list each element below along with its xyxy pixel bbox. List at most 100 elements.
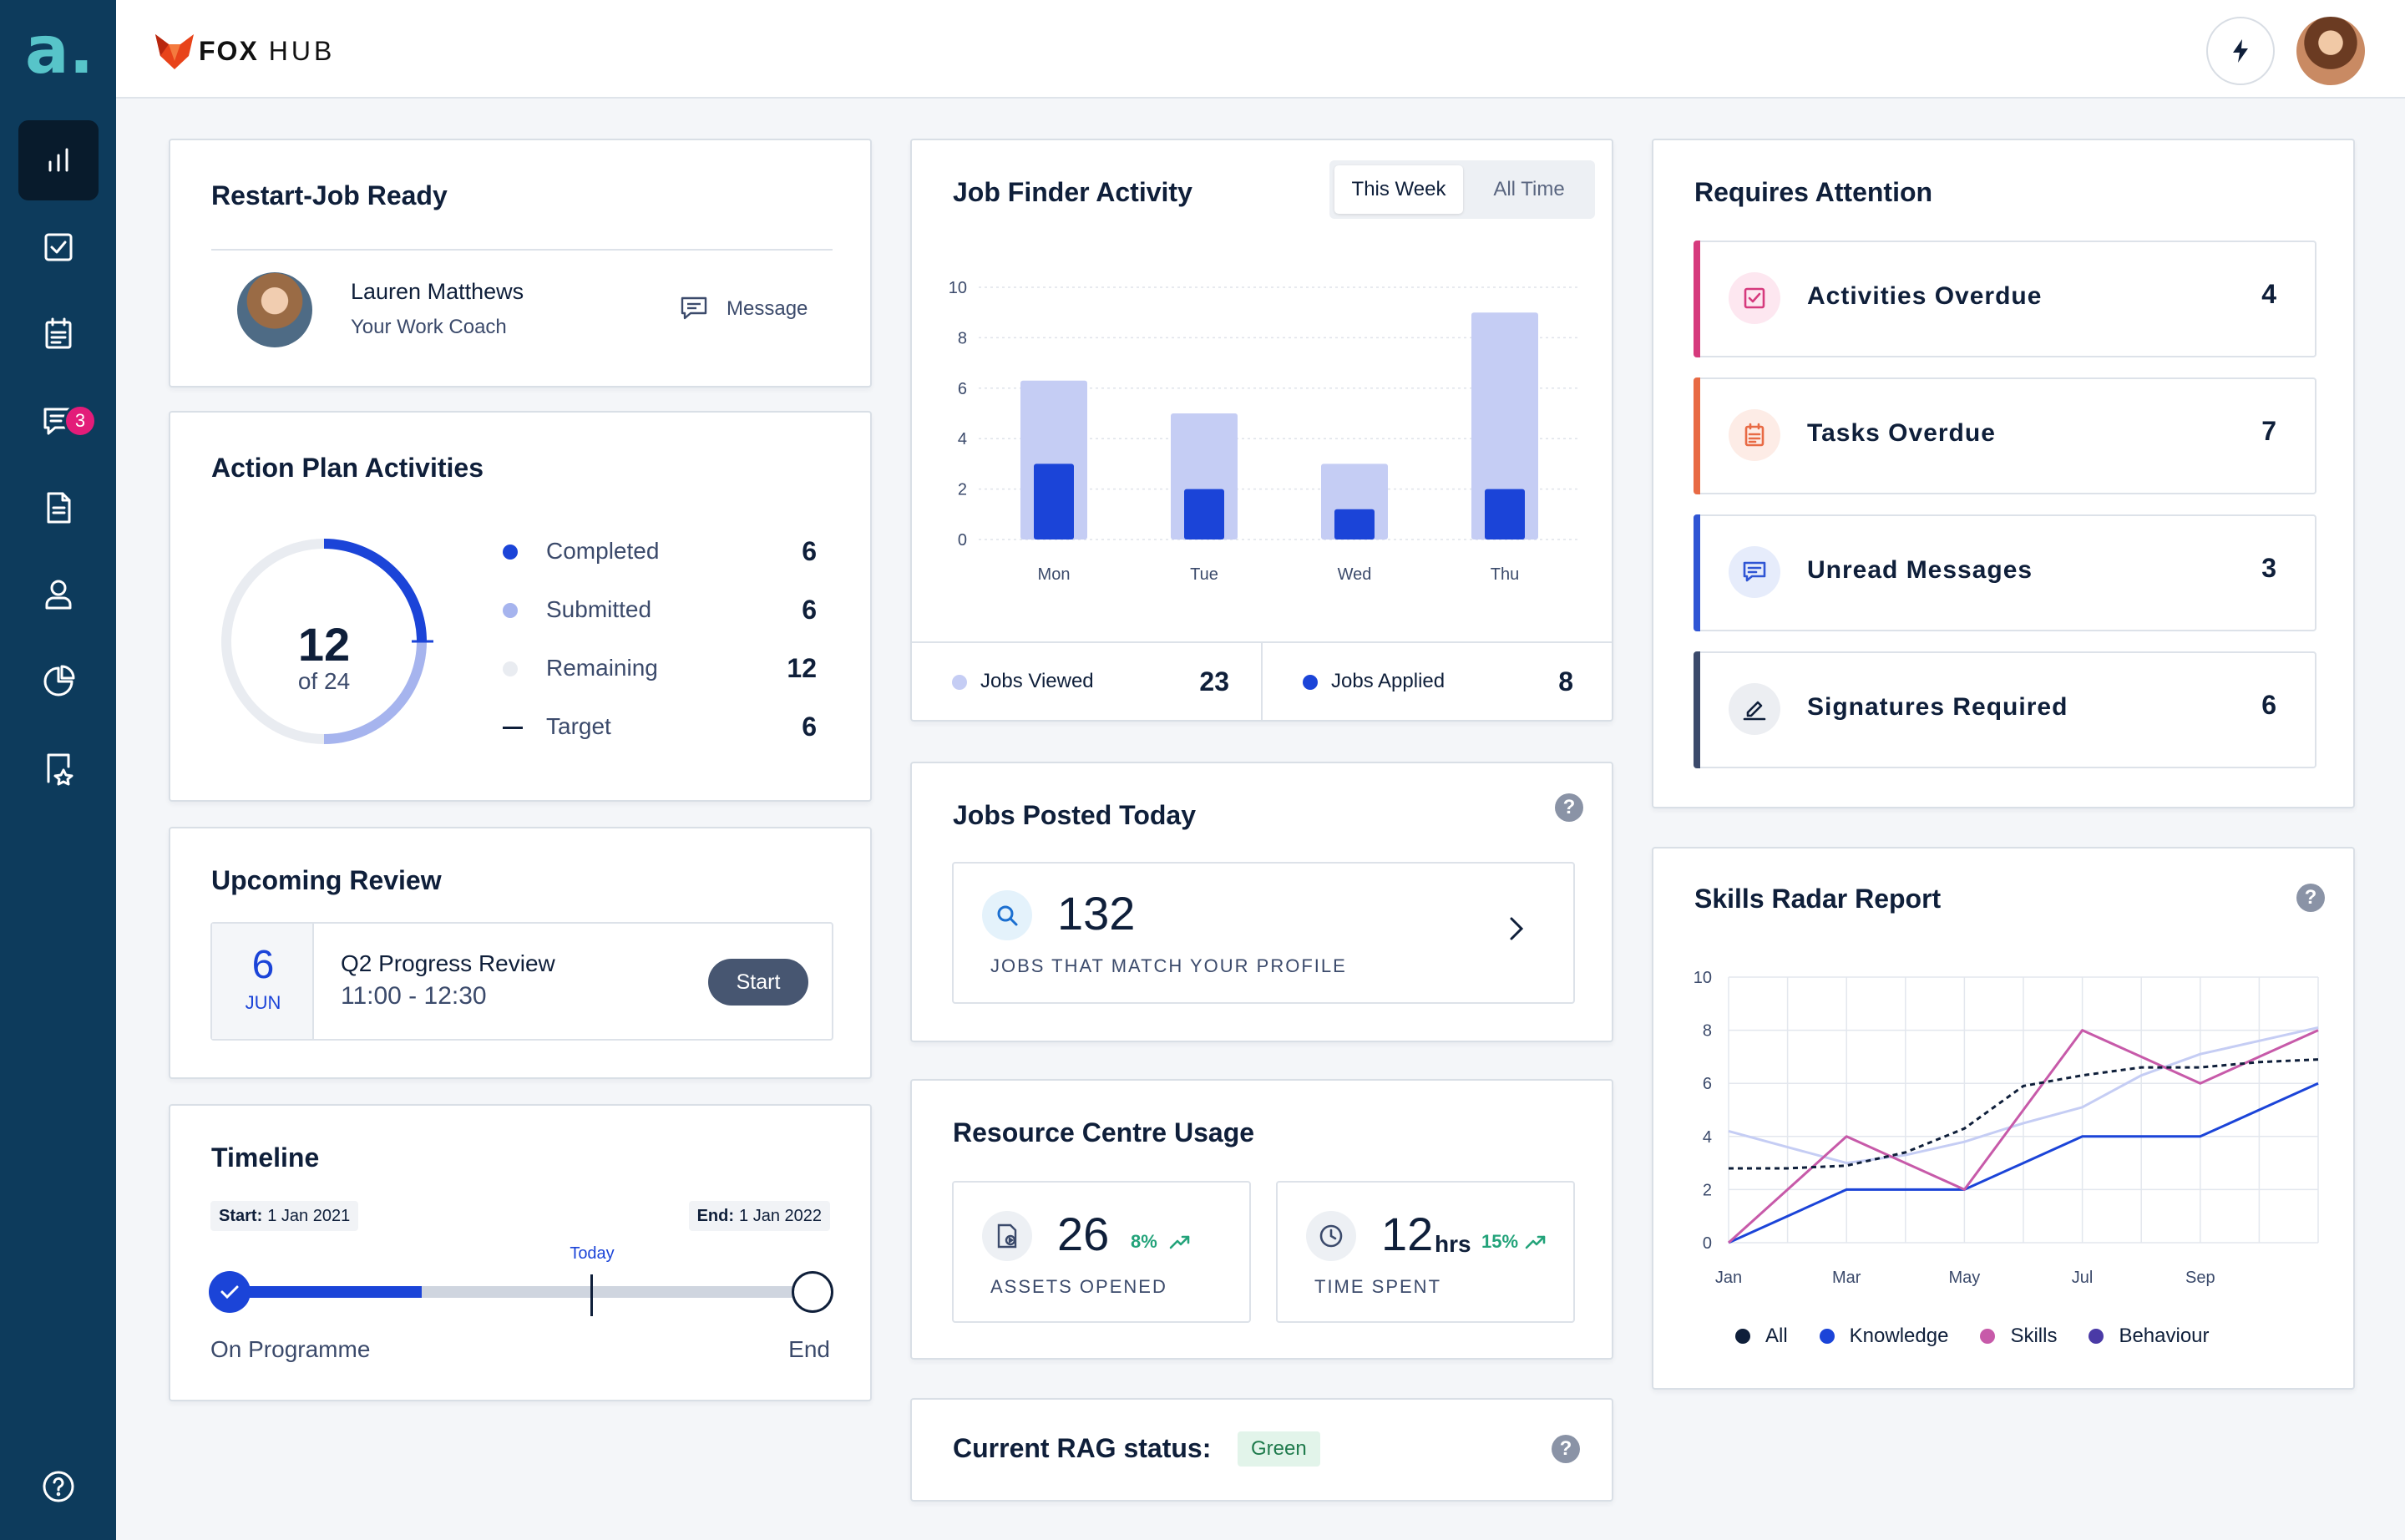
on-programme-label: On Programme <box>210 1336 371 1362</box>
restart-job-card: Restart-Job Ready Lauren Matthews Your W… <box>169 139 872 388</box>
accent-bar <box>1694 514 1700 631</box>
message-coach-button[interactable]: Message <box>680 296 808 322</box>
legend-value: 6 <box>802 536 817 566</box>
y-tick-label: 2 <box>1703 1181 1712 1199</box>
review-item[interactable]: 6 JUN Q2 Progress Review 11:00 - 12:30 S… <box>210 922 833 1041</box>
sidebar: a. 3 <box>0 0 116 1540</box>
attention-label: Activities Overdue <box>1807 282 2043 310</box>
nav-messages[interactable]: 3 <box>18 381 99 461</box>
viewed-value: 23 <box>1199 666 1229 697</box>
assets-value: 26 <box>1057 1208 1110 1260</box>
nav-profile[interactable] <box>18 555 99 635</box>
legend-value: 6 <box>802 595 817 625</box>
donut-submitted-arc <box>323 641 427 744</box>
fox-logo-icon <box>155 34 194 69</box>
nav-documents[interactable] <box>18 468 99 548</box>
lightning-icon <box>2233 39 2248 63</box>
nav-tasks[interactable] <box>18 294 99 374</box>
nav-favourites[interactable] <box>18 728 99 808</box>
rag-label: Current RAG status: <box>953 1433 1212 1463</box>
x-tick-label: Thu <box>1491 565 1519 584</box>
coach-role: Your Work Coach <box>351 316 507 338</box>
tab-this-week[interactable]: This Week <box>1334 165 1463 214</box>
y-tick-label: 8 <box>1703 1022 1712 1041</box>
review-date: 6 JUN <box>212 924 314 1039</box>
legend-knowledge: Knowledge <box>1819 1325 1948 1348</box>
period-toggle: This Week All Time <box>1329 160 1595 219</box>
attention-count: 7 <box>2261 416 2276 446</box>
help-icon[interactable]: ? <box>2296 884 2325 912</box>
attention-count: 3 <box>2261 553 2276 583</box>
search-icon <box>982 890 1032 940</box>
user-icon <box>45 580 72 610</box>
legend-label: Submitted <box>546 596 652 622</box>
review-month: JUN <box>245 992 281 1013</box>
attention-label: Signatures Required <box>1807 693 2068 721</box>
trend-up-icon <box>1169 1235 1190 1249</box>
help-icon <box>43 1471 74 1502</box>
end-label: End <box>788 1336 830 1362</box>
nav-help[interactable] <box>18 1446 99 1527</box>
signature-icon <box>1729 683 1780 735</box>
nav-reports[interactable] <box>18 641 99 722</box>
checkbox-icon <box>1729 272 1780 324</box>
bar-chart-icon <box>48 148 68 172</box>
card-title: Action Plan Activities <box>211 453 484 483</box>
y-tick-label: 4 <box>958 430 967 448</box>
checkbox-icon <box>44 233 73 261</box>
clipboard-icon <box>45 317 72 349</box>
today-marker <box>590 1274 593 1316</box>
timeline-end-chip: End: 1 Jan 2022 <box>688 1201 830 1231</box>
help-icon[interactable]: ? <box>1555 793 1583 822</box>
chevron-right-icon <box>1510 917 1524 940</box>
nav-activities[interactable] <box>18 207 99 287</box>
tab-all-time[interactable]: All Time <box>1493 178 1565 200</box>
help-icon[interactable]: ? <box>1552 1435 1580 1463</box>
x-tick-label: Jan <box>1715 1269 1742 1287</box>
x-tick-label: Jul <box>2072 1269 2094 1287</box>
action-plan-card: Action Plan Activities 12 of 24 Complete… <box>169 411 872 802</box>
job-finder-card: Job Finder Activity This Week All Time 0… <box>910 139 1613 722</box>
start-review-button[interactable]: Start <box>708 959 808 1006</box>
user-avatar[interactable] <box>2296 17 2365 85</box>
completed-dot <box>503 545 518 560</box>
skills-line-chart: 0 2 4 6 8 10 Jan Mar May Jul Sep <box>1694 969 2319 1287</box>
card-title: Job Finder Activity <box>953 177 1192 207</box>
divider <box>211 249 833 251</box>
accent-bar <box>1694 377 1700 494</box>
attention-item-messages[interactable]: Unread Messages 3 <box>1694 514 2316 631</box>
legend-skills: Skills <box>1980 1325 2057 1348</box>
bar-jobs-applied <box>1034 464 1074 540</box>
x-tick-label: Sep <box>2185 1269 2215 1287</box>
message-icon <box>681 296 707 320</box>
resource-centre-card: Resource Centre Usage 26 8% ASSETS OPENE… <box>910 1079 1613 1360</box>
attention-item-signatures[interactable]: Signatures Required 6 <box>1694 651 2316 768</box>
quick-actions-button[interactable] <box>2206 17 2275 85</box>
brand-name-light: HUB <box>268 35 336 66</box>
attention-item-activities[interactable]: Activities Overdue 4 <box>1694 241 2316 357</box>
message-icon <box>1729 546 1780 598</box>
upcoming-review-card: Upcoming Review 6 JUN Q2 Progress Review… <box>169 827 872 1079</box>
series-line-skills <box>1727 1029 2319 1244</box>
timeline-track <box>229 1286 813 1298</box>
assets-opened-tile: 26 8% ASSETS OPENED <box>952 1181 1251 1323</box>
remaining-dot <box>503 661 518 676</box>
matching-jobs-link[interactable]: 132 JOBS THAT MATCH YOUR PROFILE <box>952 862 1575 1004</box>
donut-total: 12 <box>297 618 351 671</box>
accent-bar <box>1694 651 1700 768</box>
nav-dashboard[interactable] <box>18 120 99 200</box>
viewed-label: Jobs Viewed <box>980 670 1094 692</box>
review-day: 6 <box>251 943 275 987</box>
donut-of-label: of 24 <box>297 668 351 694</box>
legend-label: Skills <box>2010 1325 2058 1347</box>
divider <box>1261 643 1263 720</box>
attention-item-tasks[interactable]: Tasks Overdue 7 <box>1694 377 2316 494</box>
series-line-all <box>1729 1058 2319 1170</box>
legend-value: 12 <box>787 653 817 683</box>
legend-submitted: Submitted 6 <box>503 595 817 625</box>
document-icon <box>47 492 71 524</box>
trend-up-icon <box>1525 1235 1546 1249</box>
timeline-card: Timeline Start: 1 Jan 2021 End: 1 Jan 2022… <box>169 1104 872 1401</box>
today-label: Today <box>570 1244 615 1263</box>
attention-count: 4 <box>2261 279 2276 309</box>
